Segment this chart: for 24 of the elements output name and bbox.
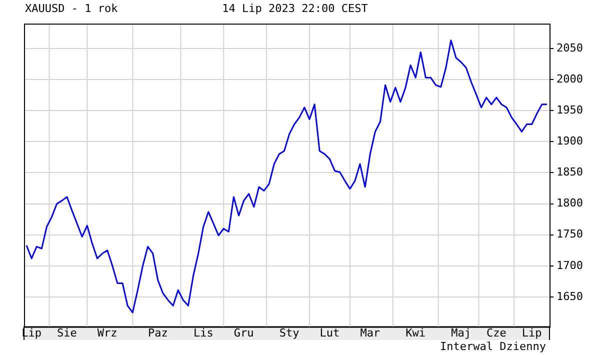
y-tick-label: 1650 [556, 290, 584, 303]
x-tick-label: Maj [451, 326, 472, 340]
y-tick-label: 1900 [556, 134, 584, 148]
chart-subtitle: 14 Lip 2023 22:00 CEST [222, 2, 368, 15]
x-tick-label: Wrz [97, 326, 118, 340]
x-tick-label: Mar [360, 326, 380, 340]
y-tick-label: 2050 [556, 41, 584, 54]
x-tick-label: Lis [193, 326, 214, 340]
x-tick-label: Lut [320, 326, 340, 340]
x-tick-label: Lip [522, 326, 542, 340]
y-tick-label: 2000 [556, 72, 584, 86]
y-tick-label: 1950 [556, 103, 584, 116]
x-tick-label: Kwi [406, 326, 426, 340]
x-tick-label: Paz [148, 326, 168, 340]
x-tick-label: Gru [234, 326, 254, 340]
y-tick-label: 1850 [556, 166, 584, 179]
y-tick-label: 1800 [556, 196, 584, 210]
x-tick-label: Sty [279, 326, 300, 340]
x-tick-label: Sie [57, 326, 77, 340]
y-tick-label: 1700 [556, 258, 584, 272]
chart-title: XAUUSD - 1 rok [25, 2, 118, 15]
x-tick-label: Cze [486, 326, 506, 340]
y-tick-label: 1750 [556, 228, 584, 241]
text: Interwal Dzienny [440, 340, 546, 353]
